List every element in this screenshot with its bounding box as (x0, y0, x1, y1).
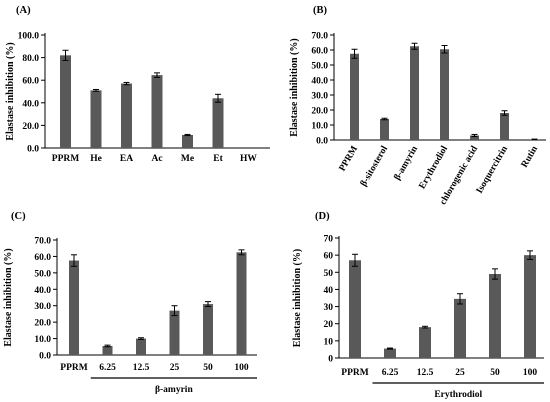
y-tick-label: 0.0 (27, 145, 39, 155)
bar (151, 75, 163, 148)
y-tick-label: 10.0 (34, 335, 51, 345)
y-tick-label: 40 (324, 286, 334, 296)
bar (90, 90, 102, 148)
y-tick-label: 60.0 (34, 253, 51, 263)
y-tick-label: 40.0 (22, 99, 39, 109)
x-tick-label: 25 (455, 368, 465, 378)
y-tick-label: 70.0 (311, 32, 328, 42)
bar (212, 98, 224, 148)
bar (410, 46, 419, 140)
bar (380, 119, 389, 140)
x-tick-label: 50 (490, 368, 500, 378)
group-label: β-amyrin (155, 385, 193, 395)
y-tick-label: 30.0 (34, 302, 51, 312)
x-tick-label: β-amyrin (393, 144, 421, 182)
x-tick-label: PPRM (52, 154, 79, 164)
y-tick-label: 0.0 (39, 352, 51, 362)
x-tick-label: β-sitosterol (359, 144, 390, 188)
bar (102, 345, 113, 355)
bar (121, 83, 132, 148)
x-tick-label: 100 (234, 363, 249, 373)
x-tick-label: 6.25 (382, 368, 399, 378)
bar (349, 260, 361, 358)
x-tick-label: PPRM (341, 368, 368, 378)
y-axis-title: Elastase inhibition (%) (289, 38, 300, 136)
x-tick-label: 6.25 (99, 363, 116, 373)
y-tick-label: 20.0 (34, 319, 51, 329)
bar (60, 55, 71, 149)
y-tick-label: 0 (328, 355, 333, 365)
y-tick-label: 70 (324, 235, 334, 245)
x-tick-label: 100 (523, 368, 538, 378)
bar (350, 53, 359, 140)
y-axis-title: Elastase inhibition (%) (3, 248, 14, 346)
panel-label: (C) (11, 211, 26, 222)
x-tick-label: 50 (203, 363, 213, 373)
x-tick-label: HW (240, 154, 257, 164)
y-tick-label: 40.0 (34, 286, 51, 296)
y-tick-label: 60.0 (22, 77, 39, 87)
y-tick-label: 60 (324, 252, 334, 262)
x-tick-label: 12.5 (133, 363, 150, 373)
y-tick-label: 20 (324, 320, 334, 330)
bar (489, 274, 501, 358)
y-tick-label: 10 (324, 337, 334, 347)
y-tick-label: 10.0 (311, 122, 328, 132)
bar (440, 49, 449, 140)
x-tick-label: Ac (151, 154, 162, 164)
y-tick-label: 40.0 (311, 77, 328, 87)
panel-label: (D) (315, 211, 330, 222)
y-tick-label: 70.0 (34, 237, 51, 247)
x-tick-label: Et (213, 154, 223, 164)
y-tick-label: 20.0 (22, 122, 39, 132)
chart-panel-d: (D) Elastase inhibition (%) 0 10 20 30 40 50 60 7… (292, 211, 544, 400)
x-tick-label: PPRM (338, 144, 360, 173)
y-tick-label: 100.0 (18, 32, 40, 42)
bar (203, 304, 213, 355)
x-tick-label: EA (120, 154, 133, 164)
x-tick-label: 25 (170, 363, 180, 373)
chart-panel-b: (B) Elastase inhibition (%) 0.0 10.0 20.0 30.… (289, 5, 546, 207)
y-tick-label: 50.0 (34, 269, 51, 279)
panel-label: (B) (313, 5, 328, 16)
panel-label: (A) (16, 5, 31, 16)
x-tick-label: Erythrodiol (418, 144, 451, 191)
bar (500, 113, 509, 140)
bar (454, 298, 466, 358)
x-tick-label: Me (181, 154, 194, 164)
bar (169, 310, 180, 355)
y-axis-title: Elastase inhibition (%) (292, 249, 303, 347)
y-tick-label: 80.0 (22, 54, 39, 64)
x-tick-label: Rutin (520, 144, 541, 170)
x-tick-label: 12.5 (417, 368, 434, 378)
bar (419, 327, 431, 358)
bar (136, 338, 146, 355)
y-tick-label: 20.0 (311, 107, 328, 117)
chart-panel-c: (C) Elastase inhibition (%) 0.0 10.0 20.0 30.… (3, 211, 257, 395)
y-tick-label: 30 (324, 303, 334, 313)
bar (182, 135, 193, 148)
bar (524, 255, 536, 358)
y-tick-label: 50 (324, 269, 334, 279)
x-tick-label: PPRM (60, 363, 87, 373)
bar (236, 252, 247, 355)
y-tick-label: 30.0 (311, 92, 328, 102)
y-tick-label: 50.0 (311, 62, 328, 72)
bar (470, 135, 479, 140)
group-label: Erythrodiol (434, 390, 482, 400)
x-tick-label: He (90, 154, 102, 164)
y-tick-label: 0.0 (316, 137, 328, 147)
y-tick-label: 60.0 (311, 47, 328, 57)
y-axis-title: Elastase inhibition (%) (5, 42, 16, 140)
chart-panel-a: (A) Elastase inhibition (%) 0.0 20.0 40.0 60.… (5, 5, 270, 164)
bar (384, 348, 396, 358)
x-tick-label: Isoquercitrin (475, 144, 511, 196)
bar (69, 260, 79, 355)
